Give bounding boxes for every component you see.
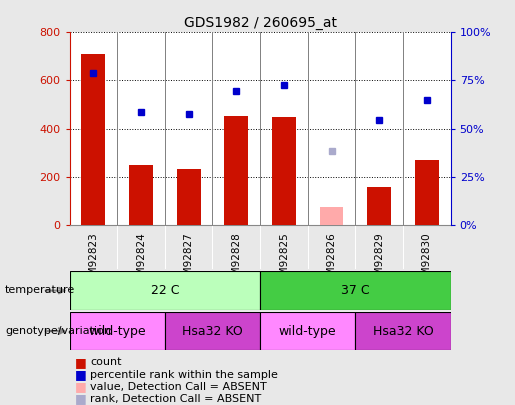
Text: value, Detection Call = ABSENT: value, Detection Call = ABSENT [90, 382, 267, 392]
Bar [320, 207, 344, 225]
Text: ■: ■ [75, 368, 87, 381]
Text: GSM92826: GSM92826 [327, 232, 336, 289]
Text: Hsa32 KO: Hsa32 KO [182, 324, 243, 338]
Text: GSM92827: GSM92827 [184, 232, 194, 289]
Bar [70, 271, 260, 310]
Bar [70, 312, 165, 350]
Bar [177, 169, 200, 225]
Bar [260, 271, 451, 310]
Text: genotype/variation: genotype/variation [5, 326, 111, 336]
Text: GSM92828: GSM92828 [231, 232, 241, 289]
Bar [260, 312, 355, 350]
Title: GDS1982 / 260695_at: GDS1982 / 260695_at [183, 16, 337, 30]
Text: 22 C: 22 C [150, 284, 179, 297]
Bar [415, 160, 439, 225]
Text: GSM92824: GSM92824 [136, 232, 146, 289]
Text: ■: ■ [75, 380, 87, 393]
Text: rank, Detection Call = ABSENT: rank, Detection Call = ABSENT [90, 394, 262, 404]
Text: count: count [90, 358, 122, 367]
Text: GSM92823: GSM92823 [89, 232, 98, 289]
Text: temperature: temperature [5, 286, 75, 295]
Bar [81, 54, 105, 225]
Text: GSM92830: GSM92830 [422, 232, 432, 289]
Bar [225, 116, 248, 225]
Text: GSM92825: GSM92825 [279, 232, 289, 289]
Bar [165, 312, 260, 350]
Text: Hsa32 KO: Hsa32 KO [373, 324, 433, 338]
Text: ■: ■ [75, 392, 87, 405]
Text: percentile rank within the sample: percentile rank within the sample [90, 370, 278, 379]
Text: 37 C: 37 C [341, 284, 370, 297]
Bar [272, 117, 296, 225]
Bar [355, 312, 451, 350]
Text: wild-type: wild-type [89, 324, 146, 338]
Bar [129, 165, 153, 225]
Text: wild-type: wild-type [279, 324, 336, 338]
Text: GSM92829: GSM92829 [374, 232, 384, 289]
Text: ■: ■ [75, 356, 87, 369]
Bar [367, 187, 391, 225]
